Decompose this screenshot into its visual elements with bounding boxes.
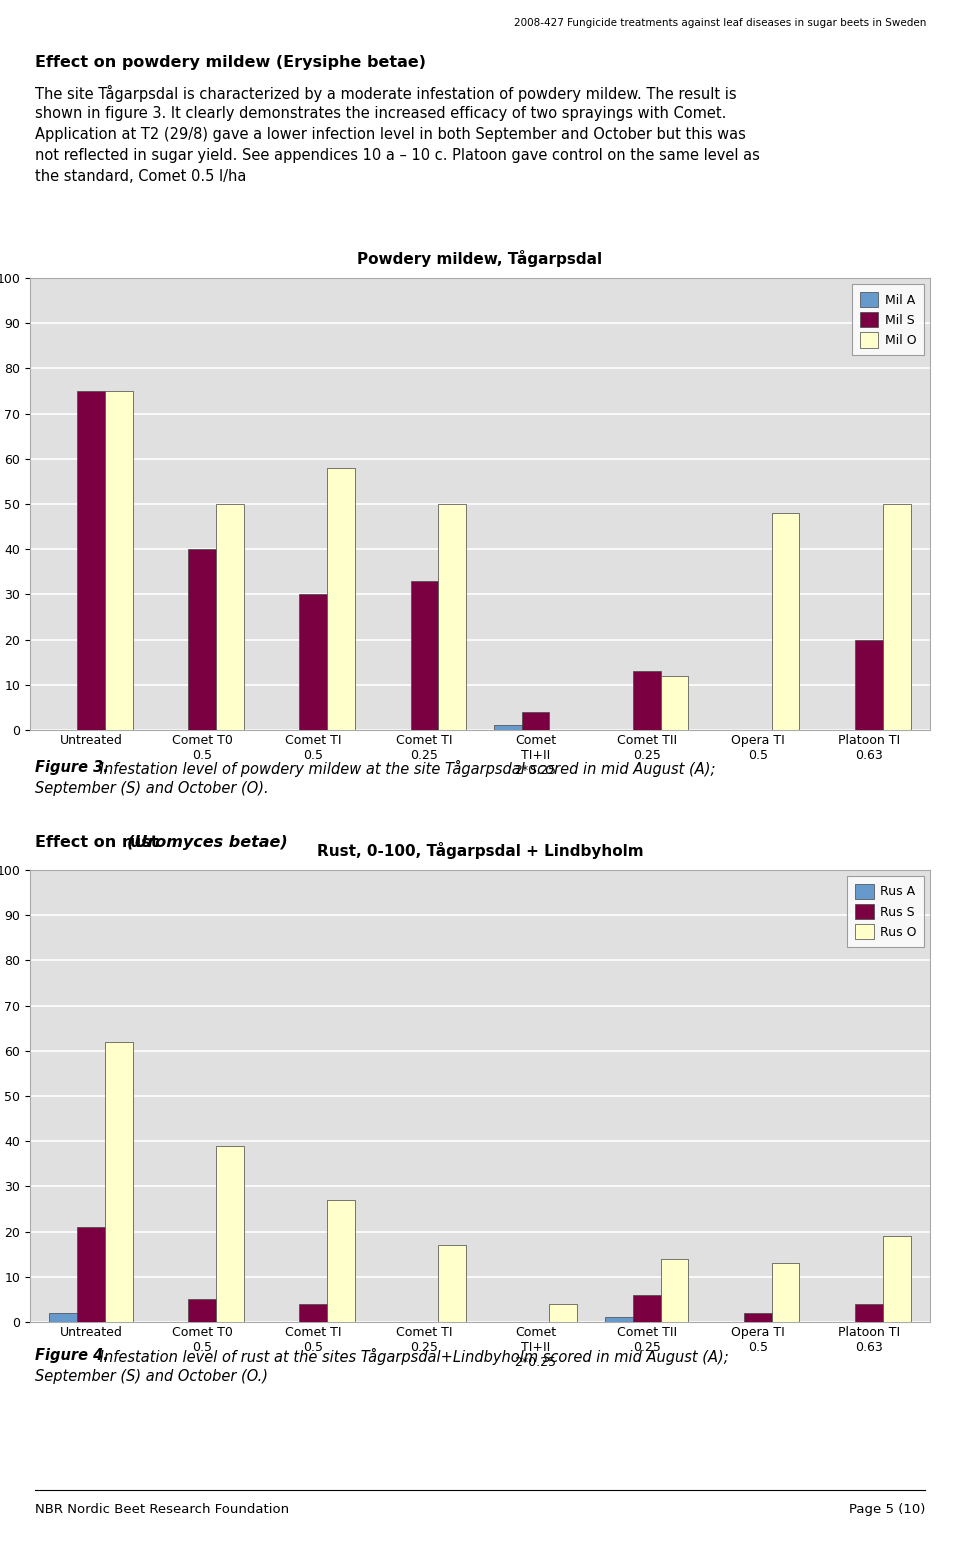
Bar [883, 1237, 910, 1322]
Bar [855, 640, 883, 730]
Text: Figure 3.: Figure 3. [35, 761, 108, 775]
Bar [521, 711, 549, 730]
Bar [439, 504, 467, 730]
Text: Infestation level of rust at the sites Tågarpsdal+Lindbyholm scored in mid Augus: Infestation level of rust at the sites T… [95, 1348, 729, 1365]
Bar [188, 1299, 216, 1322]
Text: (Uromyces betae): (Uromyces betae) [127, 835, 288, 850]
Text: not reflected in sugar yield. See appendices 10 a – 10 c. Platoon gave control o: not reflected in sugar yield. See append… [35, 148, 760, 162]
Bar [77, 1228, 105, 1322]
Bar [633, 671, 660, 730]
Text: Application at T2 (29/8) gave a lower infection level in both September and Octo: Application at T2 (29/8) gave a lower in… [35, 127, 746, 142]
Text: 2008-427 Fungicide treatments against leaf diseases in sugar beets in Sweden: 2008-427 Fungicide treatments against le… [514, 19, 926, 28]
Bar [327, 468, 355, 730]
Bar [188, 549, 216, 730]
Bar [549, 1303, 577, 1322]
Bar [772, 513, 800, 730]
Text: Effect on rust: Effect on rust [35, 835, 164, 850]
Bar [744, 1313, 772, 1322]
Bar [660, 676, 688, 730]
Text: Page 5 (10): Page 5 (10) [849, 1503, 925, 1517]
Legend: Rus A, Rus S, Rus O: Rus A, Rus S, Rus O [848, 877, 924, 948]
Text: NBR Nordic Beet Research Foundation: NBR Nordic Beet Research Foundation [35, 1503, 289, 1517]
Title: Rust, 0-100, Tågarpsdal + Lindbyholm: Rust, 0-100, Tågarpsdal + Lindbyholm [317, 843, 643, 860]
Bar [327, 1200, 355, 1322]
Text: Effect on powdery mildew (Erysiphe betae): Effect on powdery mildew (Erysiphe betae… [35, 56, 426, 70]
Text: shown in figure 3. It clearly demonstrates the increased efficacy of two sprayin: shown in figure 3. It clearly demonstrat… [35, 107, 727, 121]
Text: The site Tågarpsdal is characterized by a moderate infestation of powdery mildew: The site Tågarpsdal is characterized by … [35, 85, 736, 102]
Bar [300, 1303, 327, 1322]
Bar [439, 1245, 467, 1322]
Text: September (S) and October (O.): September (S) and October (O.) [35, 1370, 268, 1384]
Bar [772, 1263, 800, 1322]
Bar [633, 1296, 660, 1322]
Bar [50, 1313, 77, 1322]
Bar [605, 1317, 633, 1322]
Text: Infestation level of powdery mildew at the site Tågarpsdal scored in mid August : Infestation level of powdery mildew at t… [95, 761, 716, 778]
Bar [493, 725, 521, 730]
Title: Powdery mildew, Tågarpsdal: Powdery mildew, Tågarpsdal [357, 250, 603, 267]
Text: September (S) and October (O).: September (S) and October (O). [35, 781, 269, 796]
Bar [855, 1303, 883, 1322]
Text: the standard, Comet 0.5 l/ha: the standard, Comet 0.5 l/ha [35, 169, 247, 184]
Bar [883, 504, 910, 730]
Bar [660, 1258, 688, 1322]
Text: Figure 4.: Figure 4. [35, 1348, 108, 1364]
Bar [411, 581, 439, 730]
Bar [77, 391, 105, 730]
Bar [216, 1146, 244, 1322]
Bar [300, 594, 327, 730]
Legend: Mil A, Mil S, Mil O: Mil A, Mil S, Mil O [852, 284, 924, 356]
Bar [216, 504, 244, 730]
Bar [105, 1042, 132, 1322]
Bar [105, 391, 132, 730]
